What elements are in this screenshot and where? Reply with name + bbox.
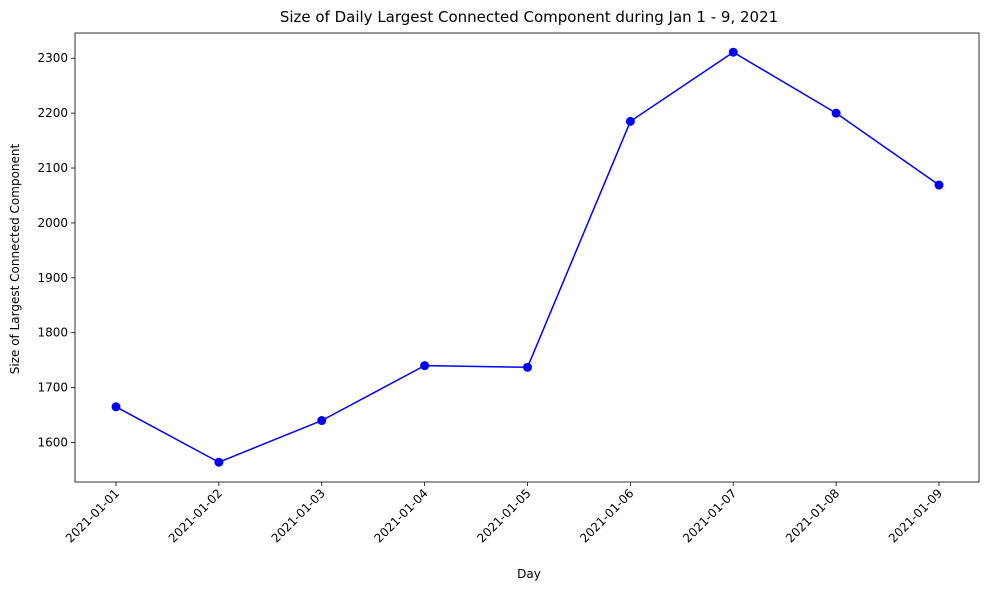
x-tick-label: 2021-01-09 <box>886 486 945 545</box>
y-tick-label: 1700 <box>37 381 68 395</box>
x-tick-label: 2021-01-06 <box>577 486 636 545</box>
data-point <box>523 362 532 372</box>
y-tick-label: 2200 <box>37 106 68 120</box>
data-point <box>728 47 738 57</box>
y-tick-label: 1800 <box>37 326 68 340</box>
x-axis-label: Day <box>517 567 541 581</box>
x-tick-label: 2021-01-01 <box>63 486 122 545</box>
y-tick-label: 1600 <box>37 435 68 449</box>
series-line <box>115 51 940 463</box>
x-tick-label: 2021-01-02 <box>166 486 225 545</box>
x-tick-label: 2021-01-05 <box>474 486 533 545</box>
data-point <box>317 416 327 426</box>
data-point <box>625 116 635 126</box>
x-tick-label: 2021-01-03 <box>269 486 328 545</box>
x-tick-label: 2021-01-08 <box>783 486 842 545</box>
y-tick-label: 2000 <box>37 216 68 230</box>
x-tick-label: 2021-01-04 <box>372 486 431 545</box>
y-axis-label: Size of Largest Connected Component <box>8 143 22 374</box>
data-point <box>420 361 430 371</box>
data-point <box>831 108 841 118</box>
chart-title: Size of Daily Largest Connected Componen… <box>280 8 778 26</box>
data-point <box>214 457 224 467</box>
y-tick-label: 2300 <box>37 51 68 65</box>
data-point <box>111 402 121 412</box>
y-tick-label: 1900 <box>37 271 68 285</box>
plot-frame <box>74 32 980 483</box>
plot-area: 1600 1700 1800 1900 2000 2100 2200 2300 2021-01-… <box>37 32 980 545</box>
x-tick-label: 2021-01-07 <box>680 486 739 545</box>
data-point <box>934 180 944 190</box>
y-tick-label: 2100 <box>37 161 68 175</box>
